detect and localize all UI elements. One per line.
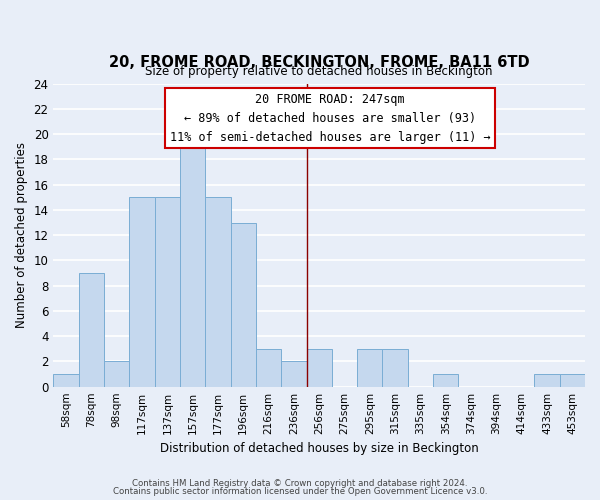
Bar <box>382 349 408 387</box>
Bar <box>535 374 560 386</box>
X-axis label: Distribution of detached houses by size in Beckington: Distribution of detached houses by size … <box>160 442 479 455</box>
Bar <box>281 362 307 386</box>
Bar <box>256 349 281 387</box>
Bar <box>307 349 332 387</box>
Bar <box>180 147 205 386</box>
Bar <box>230 222 256 386</box>
Bar <box>130 198 155 386</box>
Bar <box>433 374 458 386</box>
Y-axis label: Number of detached properties: Number of detached properties <box>15 142 28 328</box>
Title: 20, FROME ROAD, BECKINGTON, FROME, BA11 6TD: 20, FROME ROAD, BECKINGTON, FROME, BA11 … <box>109 55 530 70</box>
Bar <box>155 198 180 386</box>
Bar <box>53 374 79 386</box>
Bar <box>560 374 585 386</box>
Bar <box>104 362 130 386</box>
Bar <box>205 198 230 386</box>
Bar <box>79 273 104 386</box>
Text: Contains HM Land Registry data © Crown copyright and database right 2024.: Contains HM Land Registry data © Crown c… <box>132 478 468 488</box>
Bar <box>357 349 382 387</box>
Text: 20 FROME ROAD: 247sqm
← 89% of detached houses are smaller (93)
11% of semi-deta: 20 FROME ROAD: 247sqm ← 89% of detached … <box>170 93 490 144</box>
Text: Contains public sector information licensed under the Open Government Licence v3: Contains public sector information licen… <box>113 487 487 496</box>
Text: Size of property relative to detached houses in Beckington: Size of property relative to detached ho… <box>145 64 493 78</box>
